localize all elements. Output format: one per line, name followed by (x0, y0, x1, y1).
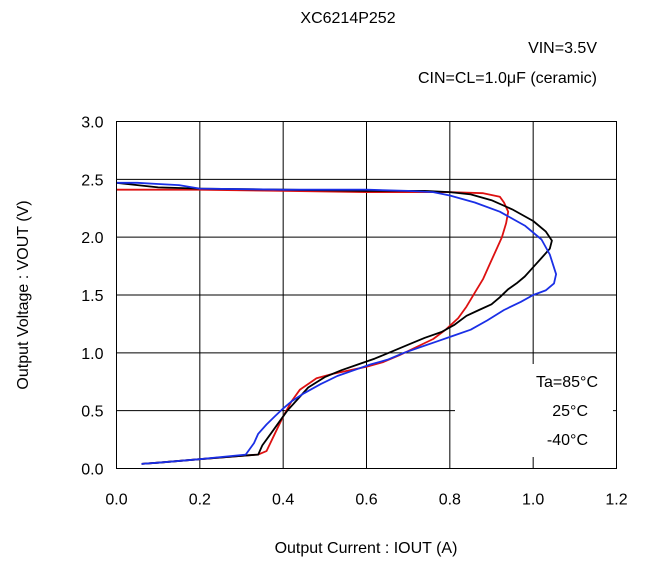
y-tick-label: 1.5 (81, 288, 103, 305)
x-tick-label: 0.4 (272, 492, 294, 509)
x-tick-label: 1.0 (522, 492, 544, 509)
chart-title: XC6214P252 (300, 10, 395, 27)
y-tick-label: 0.0 (81, 462, 103, 479)
x-tick-label: 0.8 (439, 492, 461, 509)
x-tick-label: 0.0 (105, 492, 127, 509)
x-tick-label: 0.2 (189, 492, 211, 509)
series-line (116, 181, 553, 465)
legend-entry-25c: 25°C (552, 403, 588, 420)
y-tick-label: 1.0 (81, 346, 103, 363)
legend-mask (455, 364, 613, 457)
y-tick-label: 2.0 (81, 230, 103, 247)
tick-labels: 0.0 0.2 0.4 0.6 0.8 1.0 1.2 0.0 0.5 1.0 1.5 2.0 2.5 3… (81, 115, 627, 509)
x-tick-label: 0.6 (355, 492, 377, 509)
condition-capacitance: CIN=CL=1.0μF (ceramic) (418, 70, 597, 87)
x-tick-label: 1.2 (605, 492, 627, 509)
legend-entry-minus40c: -40°C (547, 432, 588, 449)
condition-vin: VIN=3.5V (528, 40, 597, 57)
y-axis-label: Output Voltage : VOUT (V) (15, 200, 32, 389)
x-axis-label: Output Current : IOUT (A) (275, 540, 458, 557)
y-tick-label: 3.0 (81, 115, 103, 132)
legend: Ta=85°C 25°C -40°C (536, 374, 598, 449)
series-line (116, 181, 557, 465)
series-lines (116, 181, 557, 465)
y-tick-label: 0.5 (81, 404, 103, 421)
legend-entry-85c: Ta=85°C (536, 374, 598, 391)
y-tick-label: 2.5 (81, 172, 103, 189)
plot-area-frame (116, 121, 617, 469)
